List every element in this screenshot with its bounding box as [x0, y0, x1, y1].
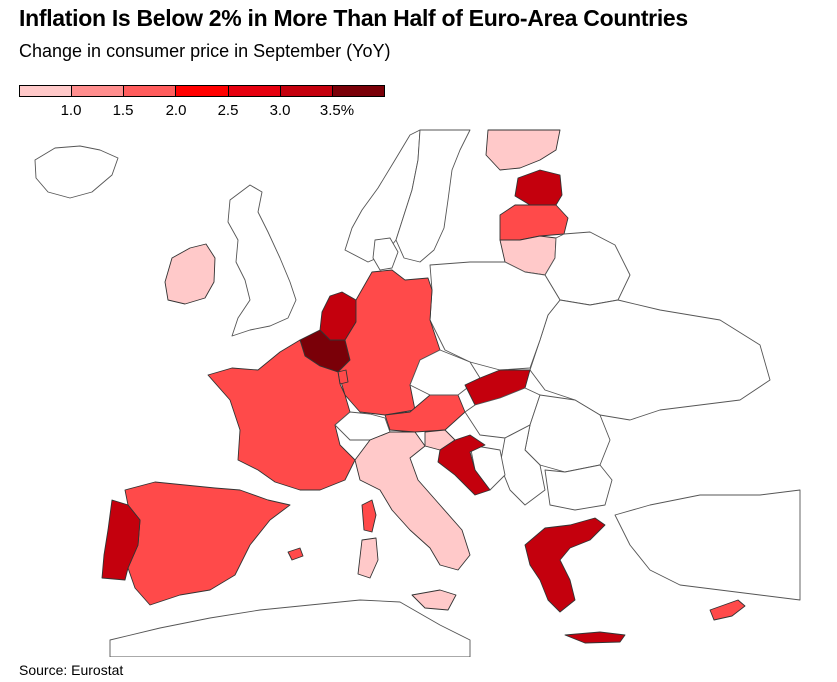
country-poland	[429, 261, 561, 371]
country-czechia	[409, 349, 481, 396]
country-portugal	[101, 499, 141, 581]
country-belarus	[544, 231, 631, 306]
country-germany	[337, 269, 441, 416]
chart-subtitle: Change in consumer price in September (Y…	[19, 41, 391, 61]
color-legend: 1.0 1.5 2.0 2.5 3.0 3.5%	[19, 85, 385, 125]
legend-swatch	[280, 86, 333, 96]
legend-swatch	[72, 86, 125, 96]
country-ukraine	[529, 299, 771, 421]
country-denmark	[372, 237, 399, 271]
island-corsica	[361, 499, 377, 533]
legend-swatch	[176, 86, 229, 96]
legend-label: 1.0	[60, 102, 82, 119]
island-balearic	[287, 547, 304, 561]
country-spain	[124, 481, 291, 606]
country-greece	[524, 517, 606, 613]
europe-map	[34, 129, 801, 657]
country-latvia	[499, 204, 569, 241]
country-bulgaria	[544, 464, 613, 511]
legend-bar	[19, 85, 385, 97]
legend-swatch	[332, 86, 384, 96]
country-italy	[354, 431, 471, 571]
legend-label: 3.5%	[319, 102, 355, 119]
legend-label: 3.0	[269, 102, 291, 119]
country-turkey	[614, 489, 801, 601]
country-estonia	[514, 169, 563, 206]
chart-title: Inflation Is Below 2% in More Than Half …	[19, 5, 688, 31]
country-great-britain	[227, 184, 297, 337]
legend-swatch	[124, 86, 177, 96]
country-sweden	[395, 129, 471, 263]
legend-swatch	[20, 86, 73, 96]
legend-label: 1.5	[112, 102, 134, 119]
legend-label: 2.5	[217, 102, 239, 119]
legend-label: 2.0	[165, 102, 187, 119]
country-ireland	[164, 243, 216, 305]
island-sicily	[411, 589, 457, 611]
country-switzerland	[334, 411, 391, 441]
country-croatia	[437, 434, 491, 496]
legend-swatch	[228, 86, 281, 96]
source-note: Source: Eurostat	[19, 662, 124, 678]
island-crete	[564, 631, 626, 644]
country-iceland	[34, 145, 119, 199]
island-sardinia	[357, 537, 379, 579]
island-cyprus	[709, 599, 746, 621]
country-finland	[485, 129, 561, 171]
coast-north-africa	[109, 599, 471, 657]
